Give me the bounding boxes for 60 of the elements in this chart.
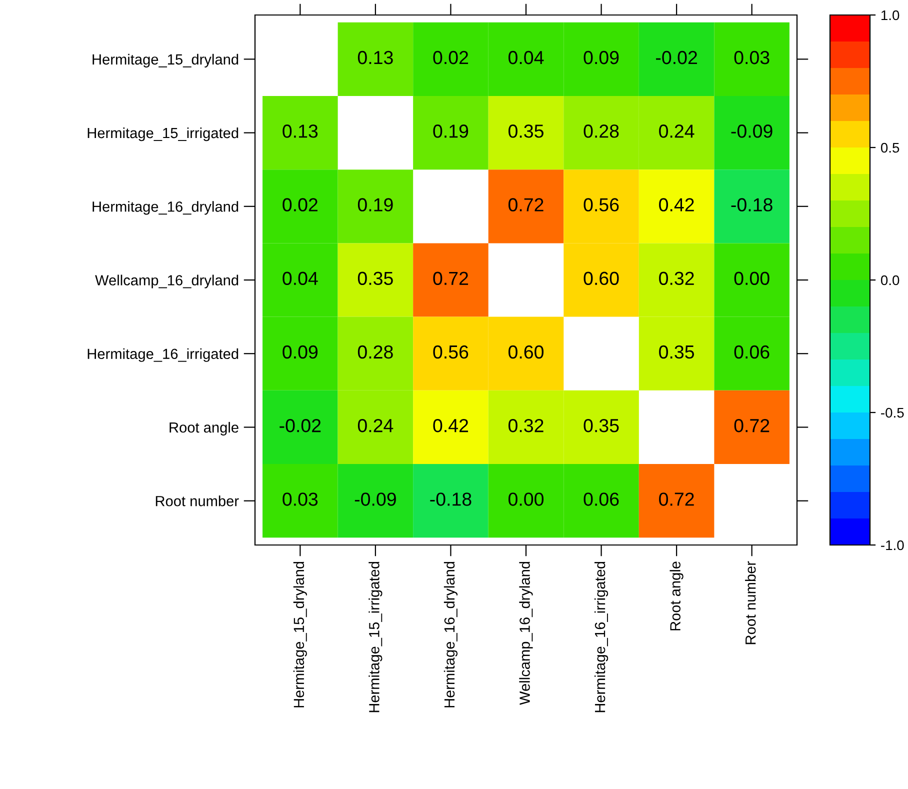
x-tick-label: Hermitage_15_irrigated [368,562,382,712]
x-tick-label: Hermitage_16_dryland [444,562,458,708]
y-tick-label: Hermitage_16_irrigated [88,348,238,362]
y-tick-label: Wellcamp_16_dryland [95,274,238,288]
data-label: 0.00 [734,272,770,286]
color-bar-label: -0.5 [881,408,904,418]
data-label: 0.09 [584,50,619,64]
data-label: -0.02 [280,418,321,432]
data-label: 0.00 [508,492,544,506]
data-label: 0.03 [282,492,318,506]
x-tick-label: Wellcamp_16_dryland [519,562,533,705]
data-label: -0.09 [731,124,772,138]
data-label: 0.35 [358,272,393,286]
y-tick-label: Root angle [170,422,238,436]
data-label: 0.60 [508,345,544,359]
x-tick-label: Root angle [670,562,684,630]
data-label: 0.56 [584,198,619,212]
data-label: 0.09 [282,345,318,359]
data-label: 0.35 [508,124,544,138]
data-label: 0.72 [734,418,770,432]
data-label: 0.13 [358,50,393,64]
data-label: 0.03 [734,50,770,64]
data-label: 0.04 [282,272,318,286]
data-label: 0.35 [659,345,694,359]
data-label: 0.02 [433,50,468,64]
data-label: -0.18 [430,492,472,506]
data-label: 0.06 [584,492,619,506]
data-label: 0.72 [659,492,694,506]
data-label: 0.13 [282,124,318,138]
x-tick-label: Hermitage_16_irrigated [594,562,608,712]
y-tick-label: Root number [156,496,239,506]
data-label: 0.02 [282,198,318,212]
data-label: 0.19 [433,124,468,138]
data-label: 0.42 [659,198,694,212]
data-label: 0.56 [433,345,468,359]
y-tick-label: Hermitage_15_dryland [92,54,238,68]
data-label: 0.42 [433,418,468,432]
data-label: 0.35 [584,418,619,432]
color-bar-label: 1.0 [881,10,900,20]
y-tick-label: Hermitage_15_irrigated [88,127,238,142]
data-label: 0.28 [358,345,393,359]
data-label: 0.60 [584,272,619,286]
data-label: 0.72 [508,198,544,212]
data-label: 0.24 [358,418,394,432]
color-bar-label: -1.0 [881,540,904,550]
data-label: -0.09 [354,492,396,506]
data-label: 0.24 [659,124,694,138]
data-label: 0.32 [659,272,694,286]
data-label: 0.32 [508,418,544,432]
color-bar-label: 0.0 [880,275,900,286]
data-label: 0.06 [734,345,770,359]
data-label: 0.28 [584,124,619,138]
data-label: 0.72 [433,272,468,286]
data-label: 0.19 [358,198,393,212]
data-label: 0.04 [508,50,544,64]
y-tick-label: Hermitage_16_dryland [92,201,238,215]
data-label: -0.02 [656,50,697,64]
color-bar-label: 0.5 [880,142,900,153]
data-label: -0.18 [731,198,772,212]
x-tick-label: Root number [745,561,756,644]
